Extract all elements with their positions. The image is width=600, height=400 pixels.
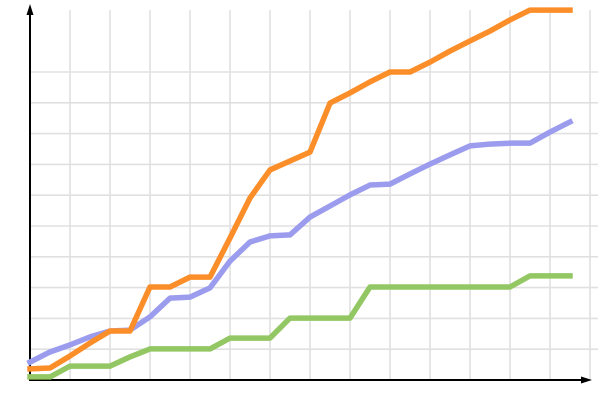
orange-line — [27, 7, 573, 372]
horizontal-gridlines — [30, 71, 598, 351]
green-line — [27, 273, 573, 380]
axes — [26, 4, 592, 384]
data-series — [26, 7, 574, 380]
y-axis-arrowhead-icon — [26, 4, 34, 15]
x-axis-arrowhead-icon — [581, 376, 592, 384]
